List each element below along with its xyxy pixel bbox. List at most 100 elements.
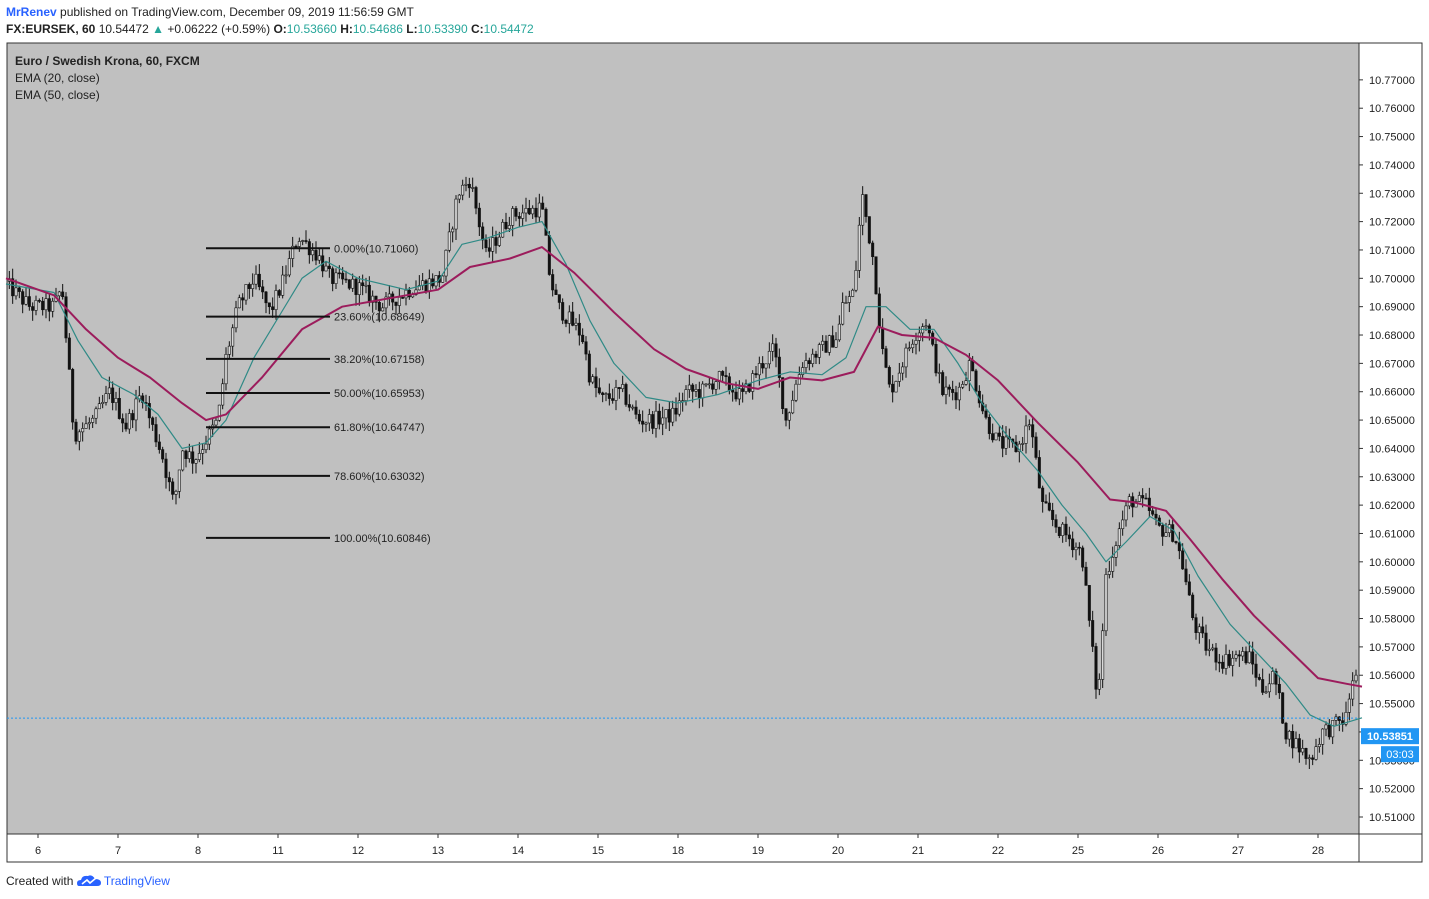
ema20-line (5, 221, 1363, 727)
candle-body (1107, 571, 1111, 575)
candle-body (214, 419, 218, 426)
candle-body (804, 360, 808, 368)
candle-body (924, 325, 928, 328)
candles (7, 176, 1358, 770)
candle-body (61, 291, 65, 298)
candle-body (317, 255, 321, 261)
candle-body (251, 283, 255, 289)
candle-body (907, 347, 911, 350)
candle-body (224, 354, 228, 385)
candle-body (764, 363, 768, 369)
candle-body (77, 431, 81, 442)
y-tick-label: 10.63000 (1369, 472, 1415, 484)
candle-body (504, 221, 508, 229)
candle-body (1251, 651, 1255, 665)
candle-body (131, 413, 135, 421)
countdown-tag (1381, 746, 1419, 763)
tradingview-brand-link[interactable]: TradingView (103, 874, 170, 888)
candle-body (851, 289, 855, 297)
candle-body (501, 221, 505, 238)
candle-body (604, 393, 608, 395)
candle-body (1297, 738, 1301, 753)
candle-body (347, 279, 351, 289)
candle-body (274, 290, 278, 310)
close-value: 10.54472 (483, 22, 534, 36)
candle-body (394, 301, 398, 306)
candle-body (1314, 746, 1318, 760)
candle-body (207, 428, 211, 445)
candle-body (574, 322, 578, 326)
candle-body (567, 311, 571, 324)
candle-body (537, 202, 541, 218)
candle-body (127, 413, 131, 430)
candle-body (124, 422, 128, 430)
candle-body (1261, 679, 1265, 693)
candle-body (981, 402, 985, 412)
candle-body (1197, 626, 1201, 633)
candle-body (461, 184, 465, 196)
candle-body (341, 272, 345, 280)
x-tick-label: 12 (352, 845, 364, 857)
candle-body (991, 433, 995, 441)
candle-body (757, 363, 761, 376)
candle-body (71, 369, 75, 423)
y-tick-label: 10.76000 (1369, 103, 1415, 115)
fib-level-label: 78.60%(10.63032) (334, 471, 425, 483)
symbol-label: FX:EURSEK, 60 (6, 22, 96, 36)
candle-body (661, 417, 665, 425)
created-with-text: Created with (6, 874, 74, 888)
candle-body (984, 410, 988, 418)
candle-body (1051, 509, 1055, 520)
publish-line: MrRenev published on TradingView.com, De… (6, 5, 414, 19)
candle-body (714, 381, 718, 390)
candle-body (1044, 501, 1048, 504)
candle-body (1187, 581, 1191, 596)
candle-body (454, 198, 458, 230)
candle-body (427, 278, 431, 292)
candle-body (1304, 748, 1308, 759)
candle-body (847, 296, 851, 303)
candle-body (377, 302, 381, 312)
candle-body (781, 377, 785, 409)
candle-body (734, 391, 738, 400)
candle-body (1134, 501, 1138, 508)
candle-body (14, 287, 18, 297)
y-tick-label: 10.52000 (1369, 784, 1415, 796)
candle-body (1204, 632, 1208, 651)
plot-area (7, 43, 1359, 834)
change-value: +0.06222 (+0.59%) (167, 22, 271, 36)
candle-body (271, 306, 275, 310)
candle-body (101, 402, 105, 405)
candle-body (994, 432, 998, 441)
candle-body (824, 340, 828, 353)
candle-body (644, 422, 648, 425)
candle-body (551, 274, 555, 291)
candle-body (1311, 757, 1315, 760)
candle-body (117, 398, 121, 419)
candle-body (801, 367, 805, 375)
x-tick-label: 19 (752, 845, 764, 857)
candle-body (521, 212, 525, 219)
legend-ema20: EMA (20, close) (15, 71, 100, 85)
author-link[interactable]: MrRenev (6, 5, 57, 19)
candle-body (877, 293, 881, 329)
candle-body (1121, 519, 1125, 530)
candle-body (1247, 651, 1251, 664)
candle-body (171, 481, 175, 495)
candle-body (1024, 425, 1028, 444)
candle-body (754, 373, 758, 376)
candle-body (1324, 724, 1328, 730)
candle-body (217, 404, 221, 421)
candle-body (937, 372, 941, 374)
candle-body (687, 384, 691, 390)
candle-body (1034, 436, 1038, 458)
fib-level-label: 0.00%(10.71060) (334, 243, 418, 255)
candle-body (91, 417, 95, 423)
candle-body (474, 187, 478, 209)
candle-body (434, 275, 438, 287)
candle-body (1337, 716, 1341, 721)
x-tick-label: 26 (1152, 845, 1164, 857)
candle-body (684, 389, 688, 401)
candle-body (47, 298, 51, 312)
